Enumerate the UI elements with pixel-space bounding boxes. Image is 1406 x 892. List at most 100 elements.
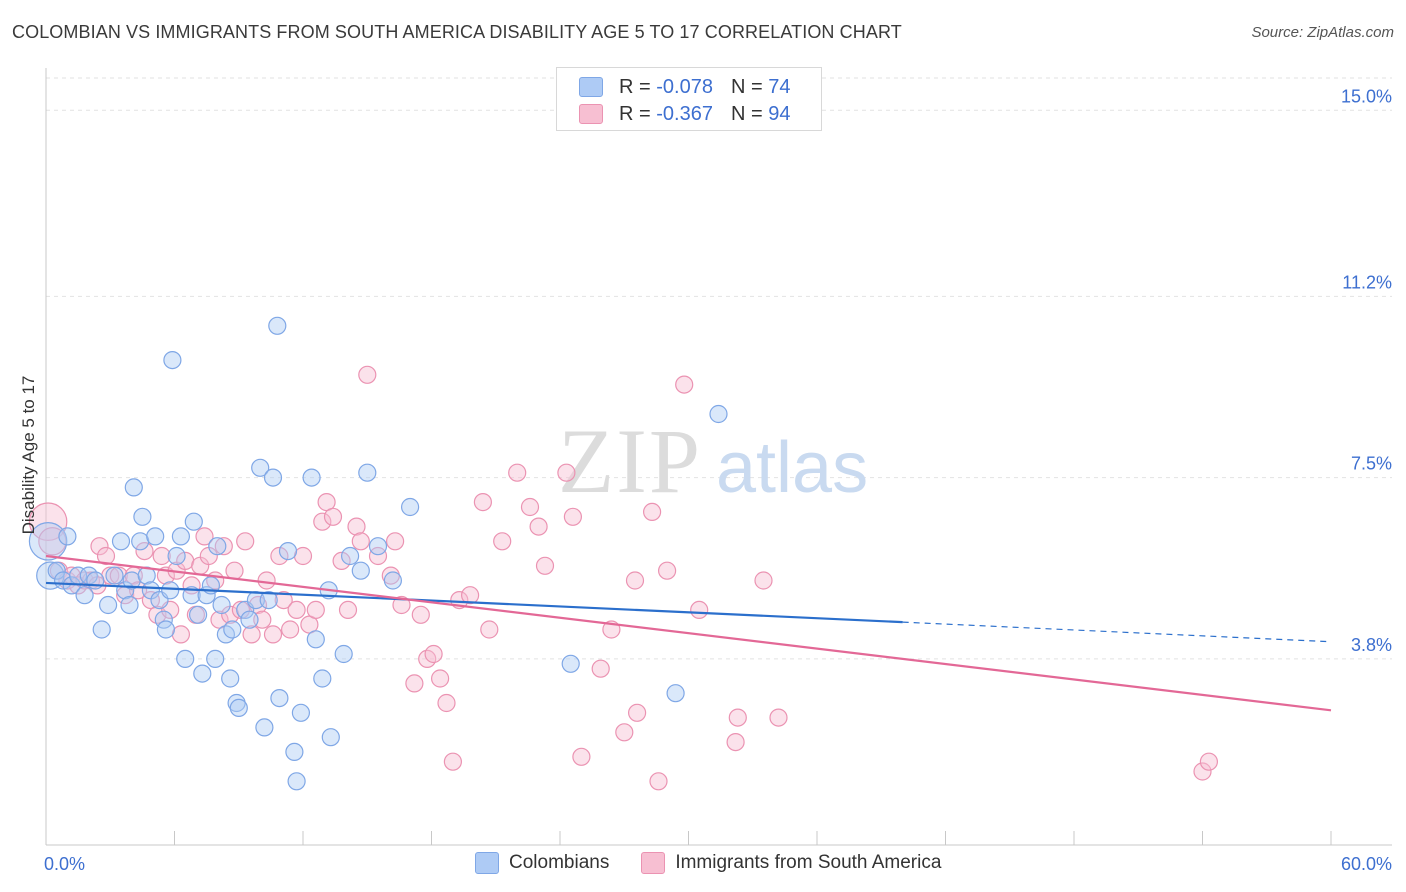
point-colombians [321, 728, 340, 747]
point-colombians [313, 669, 332, 688]
points-immigrants-south-america [28, 365, 1219, 791]
point-immigrants [171, 625, 190, 644]
point-immigrants [332, 551, 351, 571]
point-colombians [561, 654, 580, 673]
bottom-legend-label-immigrants: Immigrants from South America [675, 852, 942, 873]
point-colombians [92, 620, 111, 639]
x-tick-label-right: 60.0% [1341, 854, 1392, 874]
point-colombians [287, 772, 306, 791]
point-immigrants [347, 517, 366, 536]
legend-n-value-immigrants: 94 [768, 102, 791, 125]
trend-line-colombians [45, 581, 903, 624]
point-immigrants [754, 571, 773, 590]
point-colombians [206, 649, 225, 669]
point-colombians [98, 595, 118, 615]
point-immigrants [1199, 752, 1219, 771]
point-immigrants [461, 586, 480, 605]
point-immigrants [480, 620, 499, 639]
point-immigrants [274, 590, 293, 610]
y-tick-label: 7.5% [1351, 454, 1392, 474]
point-immigrants [270, 546, 289, 566]
point-immigrants [572, 747, 591, 766]
point-colombians [161, 581, 180, 600]
point-immigrants [358, 365, 377, 384]
point-colombians [208, 537, 227, 556]
point-colombians [163, 351, 182, 370]
point-colombians [334, 644, 353, 664]
y-axis-label: Disability Age 5 to 17 [19, 376, 38, 535]
y-tick-label: 11.2% [1342, 272, 1392, 292]
point-colombians [105, 566, 124, 585]
point-immigrants [473, 493, 492, 512]
point-immigrants [563, 507, 583, 526]
point-colombians [171, 527, 190, 546]
point-immigrants [338, 600, 358, 620]
point-immigrants [135, 541, 154, 561]
point-immigrants [242, 625, 261, 644]
point-colombians [302, 468, 321, 487]
trend-line-immigrants [45, 554, 1332, 712]
point-immigrants [386, 532, 405, 551]
point-colombians [259, 590, 278, 610]
legend-swatch-colombians [579, 77, 603, 97]
point-immigrants [323, 507, 343, 526]
x-tick-label-left: 0.0% [44, 854, 85, 874]
zipatlas-watermark: ZIP atlas [558, 410, 868, 512]
trend-line-colombians-extension [902, 621, 1332, 643]
point-immigrants [493, 532, 512, 551]
point-colombians [278, 541, 298, 561]
legend-r-label: R = [619, 102, 651, 125]
axes [45, 68, 1392, 846]
point-immigrants [287, 600, 306, 620]
point-immigrants [293, 546, 313, 566]
point-colombians [268, 316, 287, 335]
chart-title: COLOMBIAN VS IMMIGRANTS FROM SOUTH AMERI… [12, 22, 902, 42]
point-immigrants [263, 625, 283, 644]
point-colombians [146, 527, 165, 546]
point-colombians [167, 546, 186, 566]
point-immigrants [726, 732, 745, 752]
points-colombians [28, 316, 728, 791]
point-immigrants [195, 527, 214, 546]
point-immigrants [557, 463, 576, 482]
point-colombians [255, 718, 274, 737]
legend-n-value-colombians: 74 [768, 75, 791, 98]
point-immigrants [96, 546, 116, 566]
point-immigrants [535, 556, 555, 575]
point-immigrants [431, 669, 450, 688]
point-immigrants [351, 532, 370, 551]
point-immigrants [152, 546, 171, 566]
bottom-legend-swatch-colombians [475, 852, 499, 874]
point-immigrants [411, 605, 430, 624]
point-colombians [666, 684, 685, 703]
point-immigrants [225, 561, 244, 580]
tick-labels: 3.8% 7.5% 11.2% 15.0% 0.0% 60.0% [44, 86, 1392, 874]
point-immigrants [591, 659, 610, 678]
point-colombians [358, 463, 377, 482]
gridlines [46, 77, 1392, 660]
point-colombians [176, 649, 195, 669]
point-immigrants [257, 571, 276, 590]
point-immigrants [281, 620, 300, 639]
point-colombians [28, 521, 68, 561]
point-colombians [47, 561, 66, 580]
point-colombians [111, 532, 131, 551]
point-colombians [383, 571, 402, 590]
point-immigrants [236, 532, 255, 551]
point-immigrants [690, 600, 709, 620]
point-colombians [240, 610, 259, 629]
point-immigrants [437, 693, 456, 713]
point-immigrants [625, 571, 645, 590]
point-colombians [341, 546, 360, 566]
point-colombians [133, 507, 152, 526]
point-colombians [193, 664, 212, 683]
point-colombians [120, 595, 139, 615]
legend-box: R = -0.078 N = 74 R = -0.367 N = 94 [556, 67, 822, 131]
trend-lines [45, 554, 1332, 712]
point-colombians [251, 458, 270, 477]
point-colombians [401, 497, 420, 517]
point-immigrants [627, 703, 647, 722]
point-immigrants [306, 600, 325, 620]
point-colombians [124, 478, 143, 497]
point-immigrants [90, 537, 109, 556]
